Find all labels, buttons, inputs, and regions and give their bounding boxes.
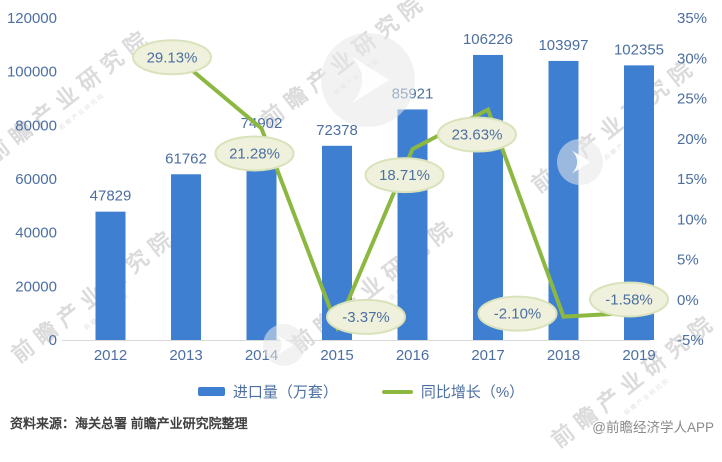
legend-item-yoy-growth: 同比增长（%） <box>381 381 525 402</box>
growth-bubble-2019 <box>589 281 669 318</box>
watermark-logo-glyph <box>276 334 294 356</box>
left-axis-tick: 100000 <box>7 64 57 81</box>
x-axis-label-2016: 2016 <box>396 347 429 364</box>
right-axis-tick: 5% <box>677 252 699 269</box>
bar-value-label-2015: 72378 <box>316 122 358 139</box>
left-axis-tick: 80000 <box>15 117 57 134</box>
right-axis-tick: 15% <box>677 171 707 188</box>
right-axis-tick: 30% <box>677 50 707 67</box>
bar-value-label-2012: 47829 <box>90 188 132 205</box>
right-axis-tick: 0% <box>677 292 699 309</box>
left-axis-tick: 0 <box>49 332 57 349</box>
growth-label-2016: 18.71% <box>379 167 430 184</box>
bar-2018 <box>548 60 579 341</box>
right-axis-tick: 25% <box>677 91 707 108</box>
growth-bubble-2014 <box>214 135 295 172</box>
legend-label-yoy-growth: 同比增长（%） <box>420 384 525 401</box>
left-axis-tick: 120000 <box>7 10 57 27</box>
watermark-logo-glyph <box>351 56 390 104</box>
line-series-swatch-icon <box>381 389 413 394</box>
bar-series-swatch-icon <box>197 387 225 396</box>
growth-bubble-2017 <box>437 116 517 153</box>
x-axis-label-2013: 2013 <box>169 347 202 364</box>
right-axis-tick: 10% <box>677 211 707 228</box>
bar-2017 <box>473 54 503 340</box>
source-note: 资料来源：海关总署 前瞻产业研究院整理 <box>10 416 248 431</box>
left-axis-tick: 40000 <box>15 225 57 242</box>
legend-item-import-volume: 进口量（万套） <box>197 381 338 402</box>
growth-label-2015: -3.37% <box>342 309 390 326</box>
growth-label-2018: -2.10% <box>494 306 542 323</box>
watermark-logo-glyph <box>571 150 591 174</box>
bar-value-label-2019: 102355 <box>614 41 664 58</box>
import-volume-combo-chart: 120000 100000 80000 60000 40000 20000 0 35% 30% 2… <box>7 10 707 366</box>
x-axis-label-2018: 2018 <box>547 347 580 364</box>
bar-value-label-2018: 103997 <box>538 37 588 54</box>
bar-2014 <box>246 139 277 340</box>
growth-label-2013: 29.13% <box>147 49 198 66</box>
growth-bubble-2016 <box>364 157 445 194</box>
growth-bubble-2015 <box>326 298 406 335</box>
bar-2012 <box>95 211 126 340</box>
right-axis-tick: -5% <box>677 332 704 349</box>
app-credit: @前瞻经济学人APP <box>592 420 714 435</box>
x-axis-label-2012: 2012 <box>94 347 127 364</box>
growth-line <box>184 63 641 333</box>
growth-bubble-2013 <box>132 39 212 76</box>
legend-label-import-volume: 进口量（万套） <box>232 384 338 401</box>
x-axis-label-2019: 2019 <box>622 347 655 364</box>
right-axis-tick: 20% <box>677 131 707 148</box>
x-axis-label-2015: 2015 <box>320 347 353 364</box>
growth-label-2017: 23.63% <box>452 127 503 144</box>
chart-legend: 进口量（万套） 同比增长（%） <box>0 381 722 402</box>
growth-bubble-2018 <box>477 295 558 332</box>
x-axis-label-2017: 2017 <box>471 347 504 364</box>
right-axis-tick: 35% <box>677 10 707 27</box>
bar-2013 <box>171 174 201 340</box>
bar-value-label-2013: 61762 <box>165 150 207 167</box>
growth-label-2019: -1.58% <box>605 291 653 308</box>
bar-value-label-2017: 106226 <box>463 31 513 48</box>
growth-label-2014: 21.28% <box>229 145 280 162</box>
left-axis-tick: 20000 <box>15 278 57 295</box>
left-axis-tick: 60000 <box>15 171 57 188</box>
